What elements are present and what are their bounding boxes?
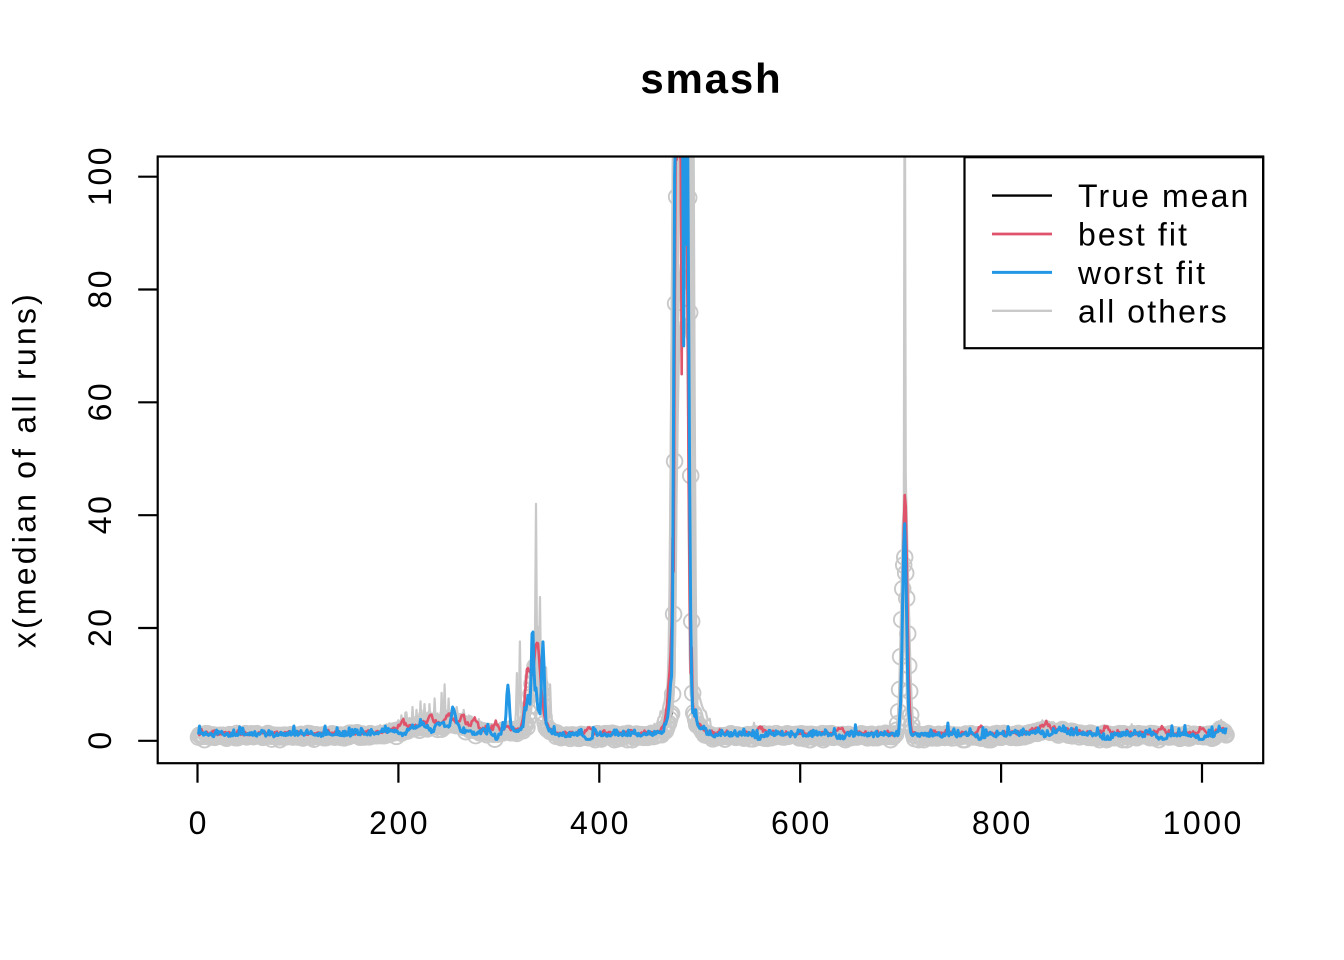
svg-text:worst fit: worst fit <box>1077 255 1207 291</box>
svg-text:80: 80 <box>82 268 118 309</box>
svg-text:100: 100 <box>82 145 118 206</box>
svg-text:400: 400 <box>570 805 631 841</box>
svg-text:smash: smash <box>640 55 782 102</box>
svg-text:200: 200 <box>369 805 430 841</box>
svg-text:20: 20 <box>82 606 118 647</box>
svg-text:0: 0 <box>82 729 118 749</box>
svg-text:60: 60 <box>82 381 118 422</box>
svg-text:40: 40 <box>82 494 118 535</box>
svg-text:1000: 1000 <box>1163 805 1244 841</box>
svg-text:0: 0 <box>189 805 209 841</box>
svg-text:800: 800 <box>972 805 1033 841</box>
svg-text:all others: all others <box>1078 293 1229 329</box>
svg-text:600: 600 <box>771 805 832 841</box>
svg-text:best fit: best fit <box>1078 217 1189 253</box>
svg-text:x(median of all runs): x(median of all runs) <box>7 291 43 648</box>
svg-text:True mean: True mean <box>1078 178 1250 214</box>
